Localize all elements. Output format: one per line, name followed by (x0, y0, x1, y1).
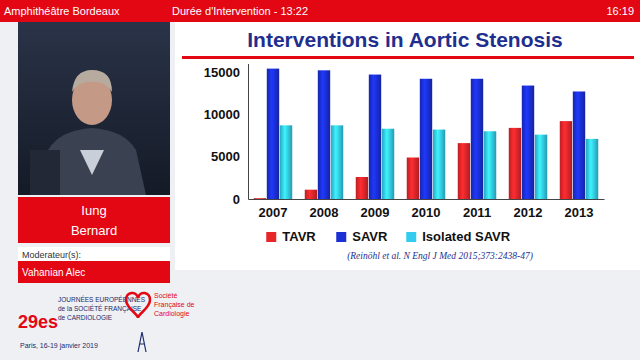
slide: Interventions in Aortic Stenosis 0 5000 100… (175, 22, 640, 270)
header-bar (0, 0, 640, 22)
source: (Reinöhl et al. N Engl J Med 2015;373:24… (347, 251, 533, 262)
y-axis-line (248, 64, 249, 199)
bar (369, 75, 381, 199)
event-name: JOURNÉES EUROPÉENNES (58, 295, 146, 303)
chart-title: Interventions in Aortic Stenosis (247, 28, 562, 51)
x-tick-label: 2007 (259, 205, 288, 220)
speaker-hair (72, 70, 112, 92)
speaker-first: Iung (81, 203, 106, 218)
bar (280, 125, 292, 199)
speaker-last: Bernard (71, 223, 117, 238)
speaker-shirt (80, 150, 104, 175)
x-axis: 2007 2008 2009 2010 2011 2012 2013 (249, 199, 605, 220)
x-tick-label: 2011 (463, 205, 491, 220)
speaker-video (18, 22, 170, 195)
header: Amphithéâtre Bordeaux Durée d'Interventio… (0, 0, 640, 22)
x-tick: 2008 (310, 199, 339, 220)
bar (573, 91, 585, 199)
x-tick: 2010 (412, 199, 441, 220)
x-tick-label: 2009 (361, 205, 390, 220)
edition: 29es (18, 312, 58, 332)
bar (484, 131, 496, 199)
bar (420, 79, 432, 199)
legend-label: TAVR (282, 229, 316, 244)
y-axis: 0 5000 10000 15000 (204, 64, 249, 207)
moderator-label: Moderateur(s): (22, 250, 81, 260)
bar (522, 86, 534, 199)
y-tick-label: 10000 (204, 107, 240, 122)
bar (535, 135, 547, 199)
society-name: Française de (154, 301, 195, 309)
moderator: Moderateur(s): Vahanian Alec (18, 247, 170, 283)
bar (254, 198, 266, 199)
x-tick-label: 2010 (412, 205, 441, 220)
x-axis-line (249, 199, 605, 200)
video-frame (18, 22, 170, 195)
x-tick-label: 2012 (514, 205, 543, 220)
bar (382, 129, 394, 199)
heart-logo (126, 293, 150, 318)
x-tick: 2011 (463, 199, 491, 220)
moderator-label-box (18, 247, 170, 261)
bar (305, 190, 317, 199)
x-tick: 2013 (565, 199, 594, 220)
moderator-name-box (18, 261, 170, 283)
bar (407, 158, 419, 199)
society-name: Cardiologie (154, 310, 190, 318)
room-name: Amphithéâtre Bordeaux (4, 5, 120, 17)
eiffel-icon (138, 332, 146, 352)
title-rule (182, 56, 634, 59)
legend-label: SAVR (352, 229, 388, 244)
y-tick: 10000 (204, 107, 248, 122)
x-tick-label: 2013 (565, 205, 594, 220)
y-tick-label: 0 (233, 192, 240, 207)
name-box (18, 197, 170, 243)
speaker-name: Iung Bernard (18, 197, 170, 243)
bars (254, 69, 598, 199)
bar (267, 69, 279, 199)
bar (331, 125, 343, 199)
y-tick: 15000 (204, 65, 248, 80)
bar (560, 121, 572, 199)
bar (586, 139, 598, 199)
event-name: de CARDIOLOGIE (58, 314, 113, 321)
x-tick: 2009 (361, 199, 390, 220)
society-name: Société (154, 292, 177, 299)
bar (509, 128, 521, 199)
event-dates: Paris, 16-19 janvier 2019 (20, 342, 98, 350)
bar (458, 143, 470, 199)
clock: 16:19 (606, 5, 634, 17)
y-tick-label: 15000 (204, 65, 240, 80)
bar (356, 177, 368, 199)
y-tick: 0 (233, 192, 248, 207)
lectern (30, 150, 60, 195)
event-logo: 29esJOURNÉES EUROPÉENNESde la SOCIÉTÉ FR… (18, 292, 195, 352)
bar (471, 79, 483, 199)
legend-swatch (406, 232, 416, 242)
slide-bg (175, 22, 640, 270)
y-tick-label: 5000 (211, 149, 240, 164)
x-tick: 2007 (259, 199, 288, 220)
legend-swatch (266, 232, 276, 242)
moderator-name: Vahanian Alec (22, 267, 85, 278)
y-tick: 5000 (211, 149, 248, 164)
bar (433, 130, 445, 199)
legend-label: Isolated SAVR (422, 229, 511, 244)
bar (318, 70, 330, 199)
duration: Durée d'Intervention - 13:22 (172, 5, 308, 17)
legend: TAVR SAVR Isolated SAVR (266, 229, 511, 244)
x-tick: 2012 (514, 199, 543, 220)
x-tick-label: 2008 (310, 205, 339, 220)
legend-swatch (336, 232, 346, 242)
background (0, 0, 640, 360)
